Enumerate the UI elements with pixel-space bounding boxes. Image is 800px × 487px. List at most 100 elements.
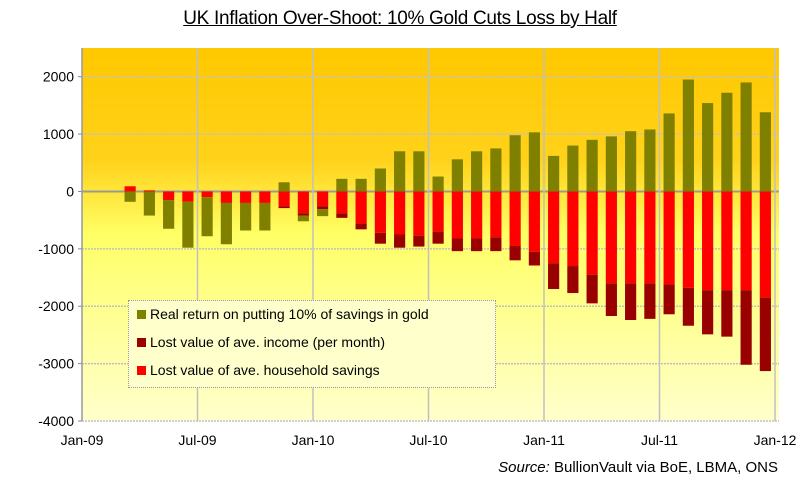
bar-gold xyxy=(163,200,175,229)
bar-savings xyxy=(124,186,136,192)
bar-gold xyxy=(297,215,309,222)
y-tick-label: 1000 xyxy=(43,126,74,142)
x-tick-label: Jan-12 xyxy=(754,432,797,448)
bar-savings xyxy=(625,191,637,284)
bar-income xyxy=(548,263,560,290)
y-tick-label: 2000 xyxy=(43,69,74,85)
bar-savings xyxy=(259,191,271,203)
bar-savings xyxy=(240,191,252,203)
legend-label: Lost value of ave. household savings xyxy=(150,362,380,378)
bar-savings xyxy=(182,191,194,202)
bar-savings xyxy=(451,191,463,239)
bar-income xyxy=(702,290,714,335)
source-label: Source: xyxy=(498,459,550,476)
bar-gold xyxy=(413,151,425,192)
bar-savings xyxy=(278,191,290,207)
bar-income xyxy=(278,206,290,209)
bar-savings xyxy=(413,191,425,236)
bar-income xyxy=(451,238,463,252)
legend-label: Real return on putting 10% of savings in… xyxy=(150,306,429,322)
bar-gold xyxy=(143,191,155,216)
bar-savings xyxy=(682,191,694,288)
bar-savings xyxy=(605,191,617,284)
bar-gold xyxy=(528,132,540,192)
legend-item: Lost value of ave. household savings xyxy=(137,360,380,380)
legend-label: Lost value of ave. income (per month) xyxy=(150,334,386,350)
y-tick-label: -3000 xyxy=(38,356,74,372)
bar-gold xyxy=(471,151,483,192)
bar-gold xyxy=(259,202,271,231)
bar-savings xyxy=(336,191,348,214)
x-tick-label: Jul-10 xyxy=(409,432,447,448)
bar-income xyxy=(297,213,309,216)
bar-gold xyxy=(220,202,232,245)
bar-gold xyxy=(721,92,733,192)
bar-gold xyxy=(432,176,444,192)
x-tick-label: Jan-09 xyxy=(61,432,104,448)
bar-savings xyxy=(297,191,309,214)
bar-gold xyxy=(278,182,290,192)
bar-gold xyxy=(702,103,714,192)
bar-savings xyxy=(201,191,213,198)
legend-swatch-income xyxy=(137,337,146,347)
bar-gold xyxy=(605,136,617,192)
bar-savings xyxy=(471,191,483,239)
bar-income xyxy=(528,251,540,266)
bar-gold xyxy=(490,148,502,192)
bar-income xyxy=(759,297,771,372)
bar-savings xyxy=(528,191,540,252)
bar-gold xyxy=(336,178,348,192)
bar-savings xyxy=(740,191,752,291)
bar-income xyxy=(509,245,521,261)
bar-savings xyxy=(317,191,329,207)
bar-gold xyxy=(567,145,579,192)
bar-gold xyxy=(317,209,329,217)
bar-gold xyxy=(625,131,637,192)
bar-gold xyxy=(759,112,771,192)
bar-income xyxy=(567,266,579,294)
bar-income xyxy=(336,213,348,218)
bar-income xyxy=(644,283,656,319)
y-tick-label: 0 xyxy=(66,183,74,199)
bar-gold xyxy=(240,202,252,231)
bar-savings xyxy=(490,191,502,238)
bar-income xyxy=(682,287,694,326)
bar-income xyxy=(374,232,386,244)
bar-income xyxy=(740,290,752,365)
bar-gold xyxy=(451,159,463,192)
bar-income xyxy=(471,238,483,252)
bar-gold xyxy=(586,139,598,192)
bar-savings xyxy=(663,191,675,285)
bar-gold xyxy=(355,178,367,192)
bar-income xyxy=(586,274,598,304)
bar-savings xyxy=(759,191,771,298)
bar-income xyxy=(432,231,444,244)
legend-item: Lost value of ave. income (per month) xyxy=(137,332,385,352)
source-text: BullionVault via BoE, LBMA, ONS xyxy=(549,459,778,476)
source-note: Source: BullionVault via BoE, LBMA, ONS xyxy=(498,459,778,476)
bar-income xyxy=(721,290,733,337)
bar-income xyxy=(625,283,637,321)
bar-gold xyxy=(663,113,675,192)
bars xyxy=(124,79,771,372)
bar-gold xyxy=(201,197,213,237)
y-tick-label: -1000 xyxy=(38,241,74,257)
bar-gold xyxy=(394,151,406,192)
bar-savings xyxy=(644,191,656,284)
bar-gold xyxy=(548,155,560,192)
x-tick-label: Jul-11 xyxy=(641,432,678,448)
bar-savings xyxy=(721,191,733,291)
bar-income xyxy=(490,237,502,252)
bar-income xyxy=(317,206,329,210)
bar-income xyxy=(355,223,367,230)
bar-income xyxy=(413,235,425,247)
bar-gold xyxy=(740,82,752,192)
bar-income xyxy=(663,284,675,315)
legend-item: Real return on putting 10% of savings in… xyxy=(137,304,429,324)
chart-title: UK Inflation Over-Shoot: 10% Gold Cuts L… xyxy=(183,8,617,29)
bar-gold xyxy=(124,191,136,202)
bar-gold xyxy=(374,168,386,192)
bar-gold xyxy=(682,79,694,192)
bar-gold xyxy=(644,129,656,192)
